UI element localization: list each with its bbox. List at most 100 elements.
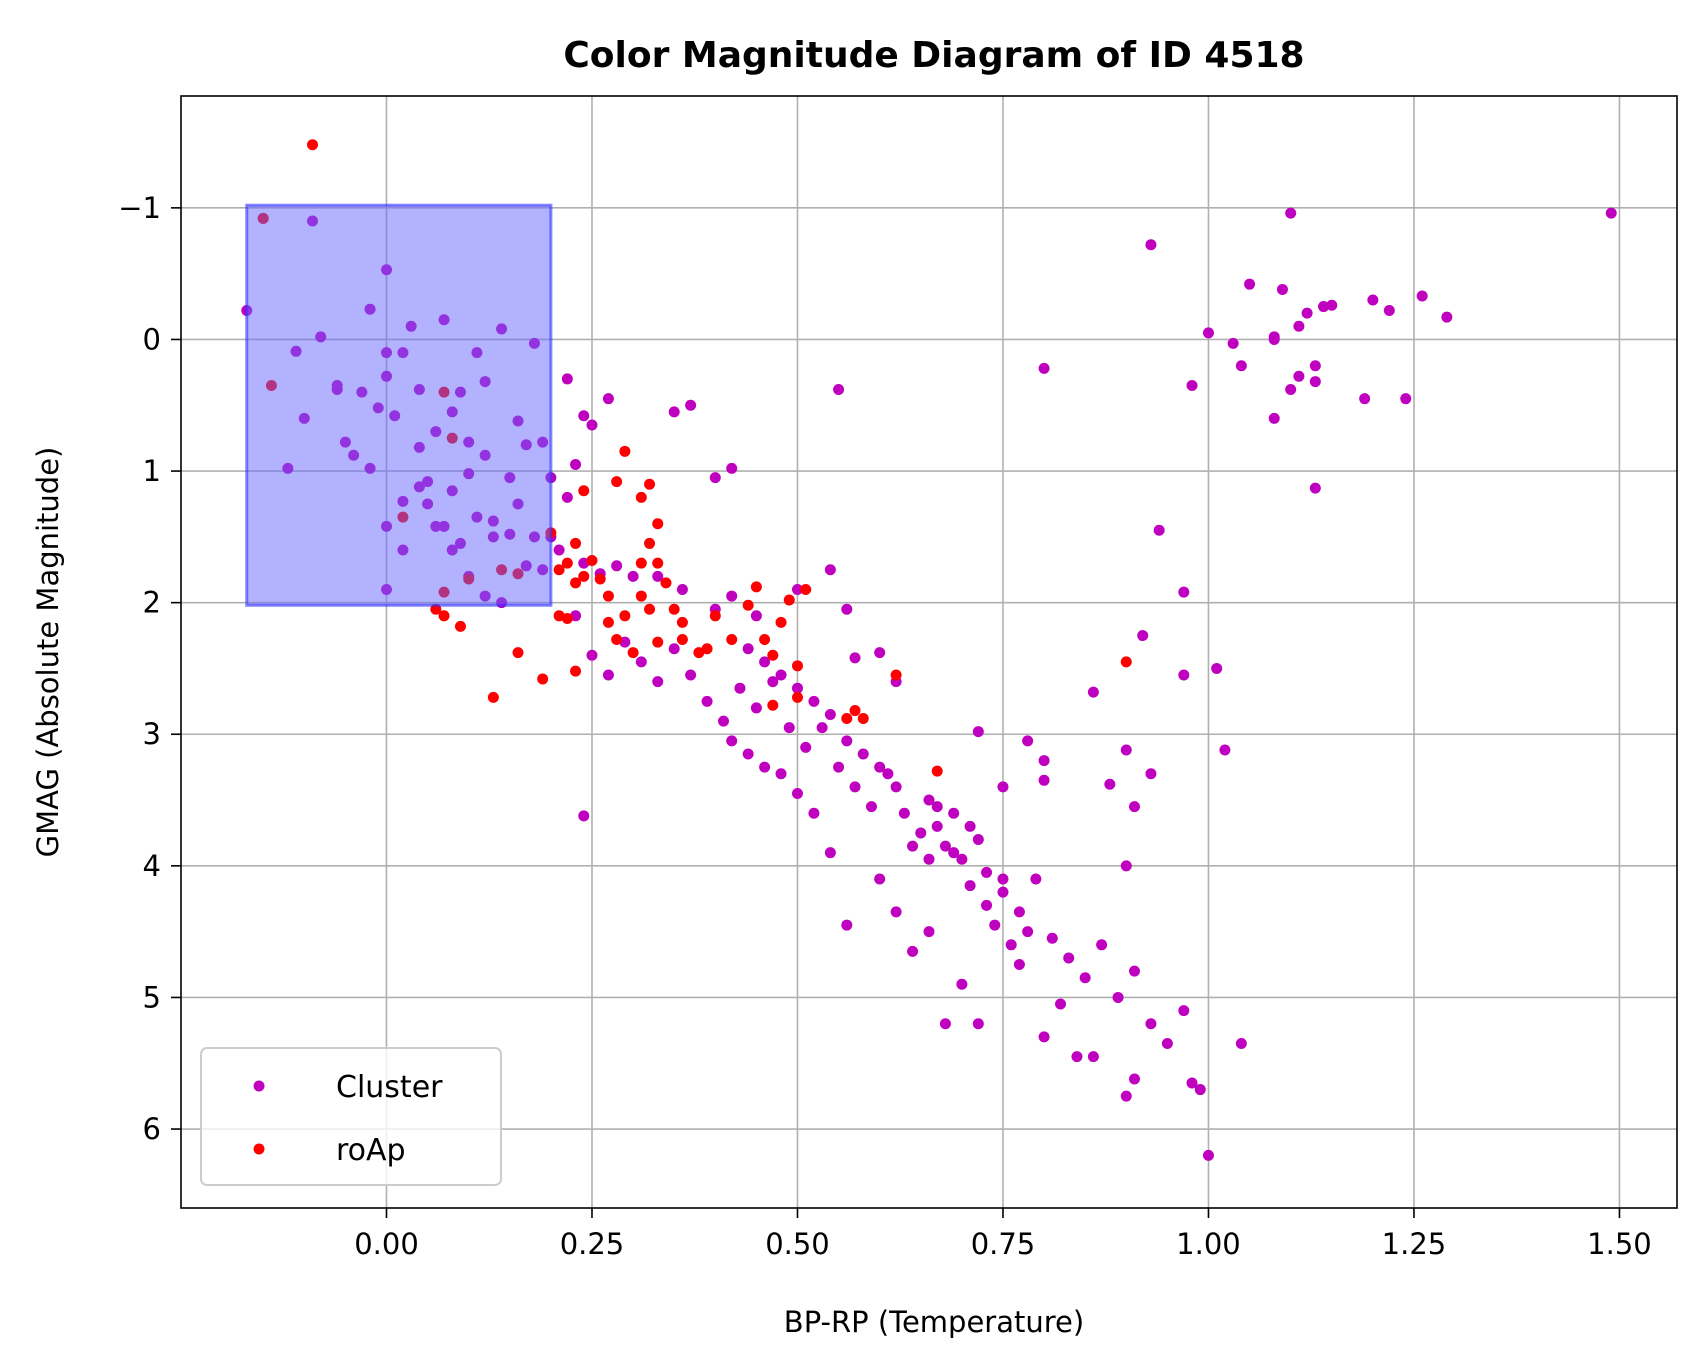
point-cluster (1186, 380, 1198, 392)
point-roap (1120, 656, 1132, 668)
point-cluster (833, 383, 845, 395)
chart-title: Color Magnitude Diagram of ID 4518 (563, 35, 1304, 76)
point-cluster (1038, 362, 1050, 374)
point-roap (676, 616, 688, 628)
point-roap (487, 691, 499, 703)
point-cluster (586, 649, 598, 661)
point-cluster (734, 682, 746, 694)
point-cluster (939, 1018, 951, 1030)
point-cluster (1005, 939, 1017, 951)
point-cluster (759, 656, 771, 668)
point-cluster (948, 847, 960, 859)
point-cluster (1268, 412, 1280, 424)
point-cluster (1022, 735, 1034, 747)
point-cluster (1202, 1149, 1214, 1161)
point-cluster (972, 834, 984, 846)
y-tick-label: 6 (143, 1112, 161, 1146)
point-cluster (1145, 768, 1157, 780)
point-cluster (775, 768, 787, 780)
point-cluster (1194, 1084, 1206, 1096)
point-cluster (685, 669, 697, 681)
point-cluster (570, 458, 582, 470)
point-cluster (931, 820, 943, 832)
point-cluster (997, 886, 1009, 898)
point-roap (512, 647, 524, 659)
point-cluster (701, 695, 713, 707)
point-roap (676, 633, 688, 645)
point-roap (742, 599, 754, 611)
point-cluster (849, 652, 861, 664)
point-cluster (1211, 662, 1223, 674)
point-cluster (1038, 1031, 1050, 1043)
x-tick-label: 0.25 (560, 1227, 625, 1261)
point-cluster (1400, 393, 1412, 405)
point-cluster (1605, 207, 1617, 219)
point-roap (578, 485, 590, 497)
point-roap (307, 139, 319, 151)
point-roap (570, 665, 582, 677)
point-cluster (841, 735, 853, 747)
point-cluster (1046, 932, 1058, 944)
point-cluster (931, 801, 943, 813)
point-cluster (726, 462, 738, 474)
point-cluster (997, 873, 1009, 885)
y-tick-label: 3 (143, 717, 161, 751)
x-tick-label: 0.50 (765, 1227, 830, 1261)
point-roap (857, 712, 869, 724)
point-cluster (783, 722, 795, 734)
point-roap (553, 564, 565, 576)
point-cluster (1309, 360, 1321, 372)
point-cluster (1178, 586, 1190, 598)
point-roap (561, 557, 573, 569)
point-cluster (1137, 630, 1149, 642)
point-cluster (1153, 524, 1165, 536)
point-cluster (1178, 669, 1190, 681)
point-cluster (1071, 1051, 1083, 1063)
point-cluster (1055, 998, 1067, 1010)
point-cluster (964, 820, 976, 832)
point-cluster (1112, 991, 1124, 1003)
point-cluster (1063, 952, 1075, 964)
point-roap (767, 649, 779, 661)
point-roap (726, 633, 738, 645)
point-roap (693, 647, 705, 659)
point-cluster (1128, 965, 1140, 977)
point-roap (660, 577, 672, 589)
point-cluster (1104, 778, 1116, 790)
point-cluster (800, 741, 812, 753)
point-cluster (586, 419, 598, 431)
y-tick-label: 2 (143, 586, 161, 620)
point-cluster (841, 919, 853, 931)
point-cluster (602, 669, 614, 681)
point-cluster (726, 735, 738, 747)
point-cluster (890, 906, 902, 918)
point-cluster (1276, 283, 1288, 295)
point-cluster (1038, 774, 1050, 786)
point-roap (701, 643, 713, 655)
point-cluster (808, 695, 820, 707)
point-cluster (635, 656, 647, 668)
point-cluster (685, 399, 697, 411)
point-cluster (553, 544, 565, 556)
point-cluster (1235, 1038, 1247, 1050)
point-cluster (578, 810, 590, 822)
point-cluster (611, 560, 623, 572)
y-tick-label: 4 (143, 849, 161, 883)
point-roap (783, 594, 795, 606)
point-cluster (759, 761, 771, 773)
point-cluster (956, 978, 968, 990)
x-tick-label: 0.75 (971, 1227, 1036, 1261)
point-cluster (578, 410, 590, 422)
point-cluster (824, 709, 836, 721)
point-roap (644, 478, 656, 490)
point-cluster (808, 807, 820, 819)
y-axis-ticks: −1 0 1 2 3 4 5 6 (118, 191, 181, 1146)
point-roap (635, 590, 647, 602)
x-axis-ticks: 0.00 0.25 0.50 0.75 1.00 1.25 1.50 (354, 1208, 1652, 1261)
point-roap (627, 647, 639, 659)
point-cluster (981, 866, 993, 878)
point-cluster (718, 715, 730, 727)
point-cluster (824, 564, 836, 576)
point-cluster (1161, 1038, 1173, 1050)
point-roap (709, 610, 721, 622)
